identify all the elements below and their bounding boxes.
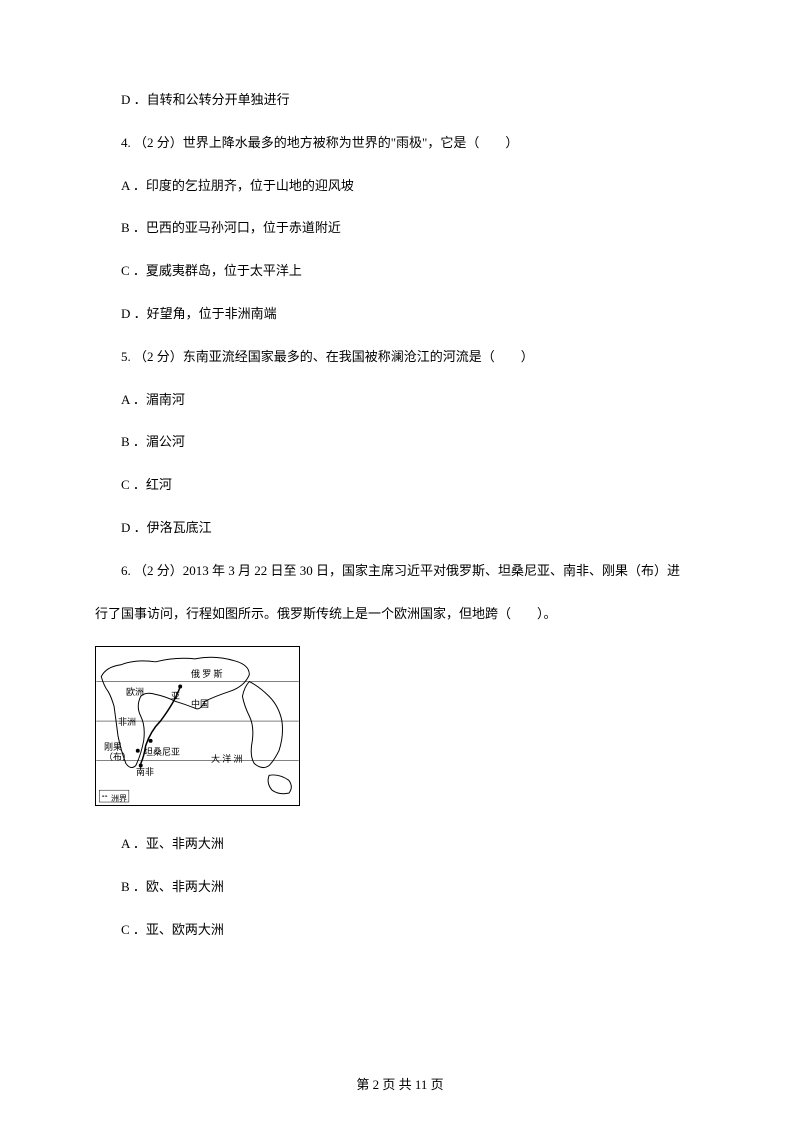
q4-option-d: D ．好望角，位于非洲南端 [95,304,705,325]
q3-option-d: D ．自转和公转分开单独进行 [95,90,705,111]
map-label-southafrica: 南非 [136,765,154,779]
map-figure: 俄 罗 斯 欧洲 亚 中国 非洲 刚果 （布） 坦桑尼亚 南非 大 洋 洲 洲界 [95,646,300,806]
q6-option-c: C ．亚、欧两大洲 [95,920,705,941]
q6-stem-line1: 6. （2 分）2013 年 3 月 22 日至 30 日，国家主席习近平对俄罗… [95,561,705,582]
q6-option-b: B ．欧、非两大洲 [95,877,705,898]
map-label-tanzania: 坦桑尼亚 [144,745,180,759]
map-label-china: 中国 [191,697,209,711]
q4-option-b: B ．巴西的亚马孙河口，位于赤道附近 [95,218,705,239]
q5-option-a: A ．湄南河 [95,390,705,411]
map-label-oceania: 大 洋 洲 [211,752,243,766]
q6-option-a: A ．亚、非两大洲 [95,834,705,855]
q4-option-a: A ．印度的乞拉朋齐，位于山地的迎风坡 [95,176,705,197]
q6-stem-line2: 行了国事访问，行程如图所示。俄罗斯传统上是一个欧洲国家，但地跨（ ）。 [95,604,705,625]
q4-stem: 4. （2 分）世界上降水最多的地方被称为世界的"雨极"，它是（ ） [95,133,705,154]
map-label-congo2: （布） [104,750,131,764]
q5-stem: 5. （2 分）东南亚流经国家最多的、在我国被称澜沧江的河流是（ ） [95,347,705,368]
page-footer: 第 2 页 共 11 页 [0,1075,800,1096]
map-label-africa: 非洲 [118,715,136,729]
q4-option-c: C ．夏威夷群岛，位于太平洋上 [95,261,705,282]
q5-option-b: B ．湄公河 [95,432,705,453]
q5-option-c: C ．红河 [95,475,705,496]
map-label-asia: 亚 [171,689,180,703]
map-label-europe: 欧洲 [126,685,144,699]
map-label-russia: 俄 罗 斯 [191,667,223,681]
q5-option-d: D ．伊洛瓦底江 [95,518,705,539]
map-label-legend: 洲界 [111,793,127,806]
